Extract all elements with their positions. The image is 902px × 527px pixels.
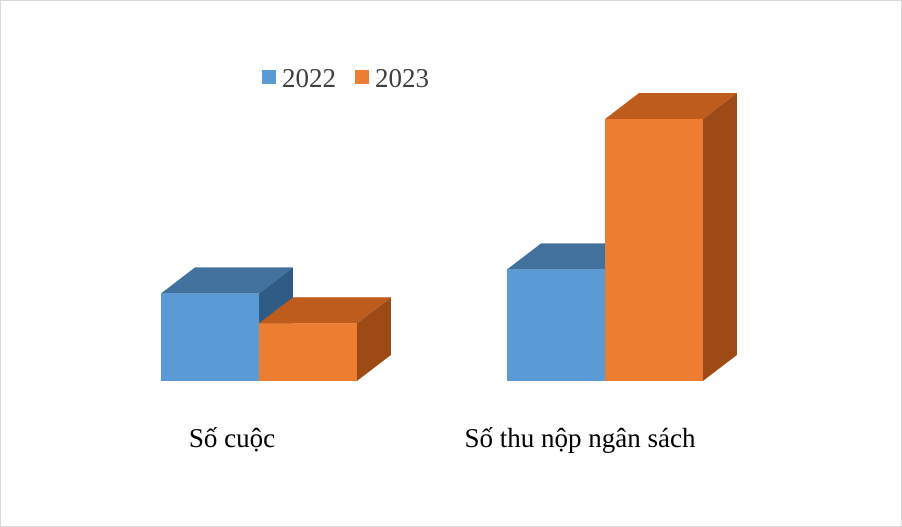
bar-side-face bbox=[357, 297, 391, 381]
bar-top-face bbox=[259, 297, 391, 324]
bar-front-face bbox=[259, 323, 357, 381]
legend-swatch bbox=[262, 70, 276, 84]
legend: 2022 2023 bbox=[262, 63, 429, 93]
category-labels: Số cuộc Số thu nộp ngân sách bbox=[189, 423, 696, 453]
legend-label: 2023 bbox=[375, 63, 429, 93]
bar-front-face bbox=[507, 269, 605, 381]
bar-0-1 bbox=[259, 297, 391, 381]
category-label: Số thu nộp ngân sách bbox=[465, 423, 696, 453]
category-label: Số cuộc bbox=[189, 423, 275, 453]
bars-group bbox=[161, 93, 737, 381]
legend-label: 2022 bbox=[282, 63, 336, 93]
bar-front-face bbox=[161, 293, 259, 381]
bar-top-face bbox=[161, 267, 293, 294]
bar-top-face bbox=[605, 93, 737, 119]
legend-swatch bbox=[355, 70, 369, 84]
bar-side-face bbox=[703, 93, 737, 381]
bar-1-1 bbox=[605, 93, 737, 381]
bar-front-face bbox=[605, 119, 703, 381]
